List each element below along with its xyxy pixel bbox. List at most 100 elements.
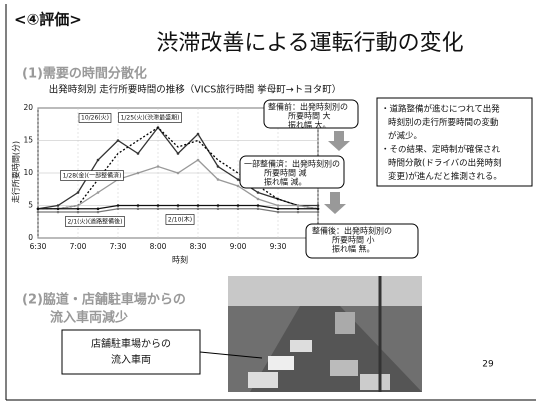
point — [276, 210, 280, 214]
series-label: 1/25(火)(渋滞最盛期) — [121, 114, 180, 122]
photo — [228, 276, 422, 392]
series-label: 2/10(木) — [168, 216, 192, 224]
photo-truck — [335, 312, 355, 334]
callout-text: 所要時間 小 — [332, 235, 375, 245]
series-label-box — [118, 112, 182, 123]
photo-sky — [228, 276, 422, 306]
point — [276, 204, 280, 207]
callout-text: 所要時間 減 — [264, 168, 307, 178]
photo-car — [268, 356, 294, 370]
summary-text: 時間分散(ドライバの出発時刻 — [388, 158, 502, 169]
y-tick-label: 15 — [23, 136, 33, 145]
x-tick-label: 7:00 — [70, 242, 87, 251]
section-heading: (2)脇道・店舗駐車場からの — [22, 292, 186, 308]
point — [136, 171, 140, 175]
photo-label: 流入車両 — [111, 353, 151, 366]
summary-text: ・その結果、定時制が確保され — [381, 144, 501, 155]
photo-car — [330, 360, 358, 376]
point — [96, 210, 100, 214]
point — [216, 178, 220, 181]
point — [296, 204, 300, 207]
y-tick-label: 0 — [28, 233, 33, 242]
point — [296, 210, 300, 214]
callout-text: 振れ幅 減。 — [264, 177, 307, 187]
callout-box — [263, 99, 359, 129]
chart-title: 出発時刻別 走行所要時間の推移（VICS旅行時間 挙母町→トヨタ町） — [49, 84, 341, 96]
point — [256, 197, 260, 201]
callout-text: 振れ幅 大。 — [288, 120, 331, 130]
point — [76, 204, 80, 207]
callout-text: 整備前：出発時刻別の — [268, 102, 348, 112]
summary-box — [376, 97, 533, 187]
summary-text: が減少。 — [388, 131, 422, 142]
point — [156, 165, 160, 168]
callout-text: 振れ幅 無。 — [332, 244, 375, 254]
point — [136, 207, 140, 211]
point — [236, 178, 240, 181]
series-line — [38, 126, 319, 210]
point — [236, 207, 240, 211]
series-label-box — [165, 214, 195, 225]
point — [176, 207, 180, 211]
point — [76, 207, 80, 211]
point — [96, 191, 100, 194]
point — [136, 152, 140, 155]
point — [256, 204, 260, 207]
x-tick-label: 8:30 — [190, 242, 207, 251]
photo-label: 店舗駐車場からの — [91, 337, 171, 350]
x-axis-label: 時刻 — [172, 255, 188, 265]
point — [76, 191, 80, 194]
photo-car — [248, 372, 278, 388]
series-label: 10/26(火) — [81, 115, 109, 122]
photo-label-box — [61, 329, 201, 375]
point — [316, 207, 320, 211]
chart: 051015206:307:007:308:008:309:009:3010:0… — [23, 103, 329, 251]
callout-text: 一部整備済：出発時刻別の — [244, 159, 340, 169]
y-tick-label: 20 — [23, 103, 33, 112]
callout-text: 所要時間 大 — [288, 111, 331, 121]
x-tick-label: 9:30 — [270, 242, 287, 251]
point — [196, 207, 200, 211]
summary: ・道路整備が進むにつれて出発時刻別の走行所要時間の変動が減少。・その結果、定時制… — [381, 104, 502, 183]
point — [116, 204, 120, 207]
point — [276, 207, 280, 211]
point — [236, 204, 240, 207]
point — [296, 207, 300, 211]
point — [76, 210, 80, 214]
point — [136, 204, 140, 207]
section-heading: (1)需要の時間分散化 — [22, 66, 147, 82]
page-number: 29 — [482, 360, 494, 370]
point — [196, 158, 200, 162]
y-tick-label: 10 — [23, 168, 33, 177]
point — [216, 204, 220, 207]
photo-car — [290, 340, 312, 352]
photo-car — [360, 374, 390, 390]
section-heading: 流入車両減少 — [50, 310, 128, 326]
x-tick-label: 8:00 — [150, 242, 167, 251]
summary-text: ・道路整備が進むにつれて出発 — [381, 104, 500, 115]
summary-text: 時刻別の走行所要時間の変動 — [388, 117, 499, 128]
summary-text: 変更)が進んだと推測される。 — [388, 171, 502, 182]
leader-line — [199, 351, 263, 359]
arrow — [328, 131, 350, 151]
point — [256, 191, 260, 194]
tag: <④評価> — [14, 11, 82, 29]
series-label: 1/28(金)(一部整備済) — [63, 172, 122, 180]
series-label-box — [60, 170, 124, 181]
point — [56, 207, 60, 211]
point — [176, 152, 180, 155]
point — [216, 165, 220, 168]
point — [56, 210, 60, 214]
x-tick-label: 7:30 — [110, 242, 127, 251]
point — [36, 210, 40, 214]
point — [56, 204, 60, 207]
x-tick-label: 9:00 — [230, 242, 247, 251]
title: 渋滞改善による運転行動の変化 — [156, 31, 463, 56]
point — [176, 204, 180, 207]
callout-box — [305, 223, 419, 259]
point — [316, 204, 320, 207]
arrow — [324, 192, 346, 214]
y-tick-label: 5 — [28, 201, 33, 210]
point — [316, 210, 320, 214]
